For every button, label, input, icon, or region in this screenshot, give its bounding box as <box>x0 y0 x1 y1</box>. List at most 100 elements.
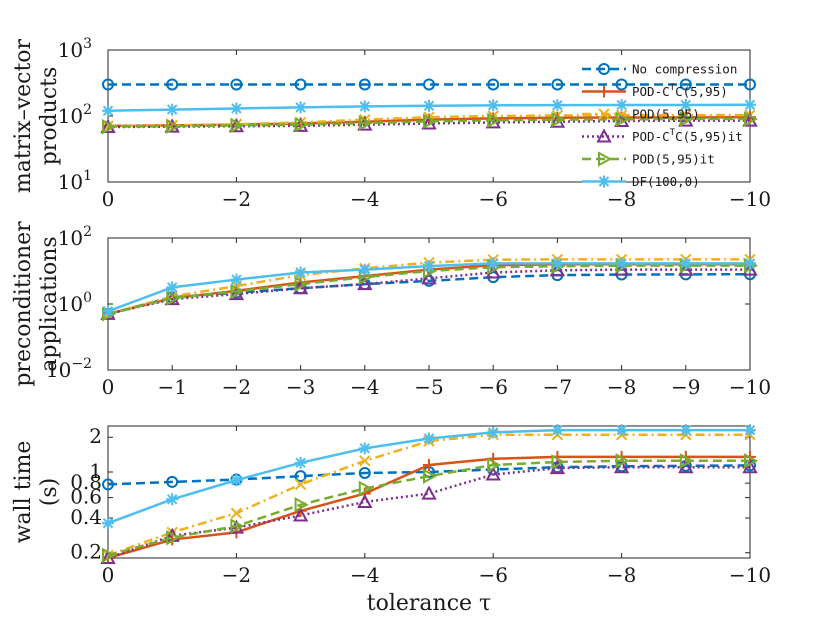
x-tick-label: −6 <box>478 187 507 211</box>
data-point <box>102 104 114 117</box>
data-point <box>166 290 181 306</box>
data-point <box>551 257 564 270</box>
data-point <box>294 101 307 114</box>
data-point <box>166 281 179 294</box>
data-point <box>742 261 758 276</box>
legend-label: POD(5,95)it <box>632 152 715 167</box>
data-point <box>744 453 759 469</box>
legend-entry-pod: POD(5,95) <box>582 107 700 122</box>
data-point <box>294 276 309 292</box>
legend-marker <box>598 175 610 188</box>
panel-preconditioner-applications: 0 −1 −2 −3 −4 −5 −6 −7 −8 −9 −10 10−2 100 102precondi… <box>11 221 771 399</box>
data-point <box>615 78 628 91</box>
series-line <box>107 272 751 316</box>
data-point <box>615 453 630 469</box>
series-line <box>107 465 750 560</box>
data-point <box>487 457 502 473</box>
data-point <box>359 455 371 467</box>
y-axis-label: preconditionerapplications <box>11 221 62 387</box>
data-point <box>744 111 759 127</box>
data-point <box>166 529 181 546</box>
data-point <box>551 99 564 112</box>
data-point <box>292 280 309 295</box>
y-axis-label: matrix–vectorproducts <box>11 38 62 193</box>
data-point <box>230 273 243 286</box>
data-point <box>166 78 179 91</box>
data-point <box>294 78 307 91</box>
x-tick-label: −2 <box>222 187 251 211</box>
x-tick-label: 0 <box>102 563 115 587</box>
data-point <box>423 468 438 484</box>
series-podit <box>102 111 759 135</box>
data-point <box>166 475 179 488</box>
data-point <box>679 111 694 127</box>
data-point <box>485 466 501 481</box>
series-df <box>102 257 756 318</box>
legend: No compression POD-CTC(5,95) POD(5,95) POD-… <box>582 62 743 189</box>
data-point <box>230 518 245 534</box>
data-point <box>487 99 500 112</box>
data-point <box>230 102 243 115</box>
data-point <box>358 480 373 497</box>
y-tick-label: 0.2 <box>70 540 102 564</box>
data-point <box>679 424 692 437</box>
x-tick-label: 0 <box>102 375 115 399</box>
y-axis-label: wall time(s) <box>11 441 62 544</box>
x-tick-label: −4 <box>350 375 379 399</box>
data-point <box>423 458 435 471</box>
series-podctit <box>100 261 758 320</box>
data-point <box>551 78 564 91</box>
data-point <box>423 113 438 130</box>
data-point <box>102 547 117 563</box>
data-point <box>615 424 628 437</box>
data-point <box>166 493 179 506</box>
y-tick-label: 0.8 <box>70 470 102 494</box>
x-tick-label: −5 <box>414 375 443 399</box>
legend-label: No compression <box>632 62 737 77</box>
data-point <box>487 112 502 129</box>
data-point <box>166 103 179 116</box>
legend-marker <box>598 108 610 120</box>
legend-label: DF(100,0) <box>632 174 700 189</box>
y-tick-label: 102 <box>58 102 92 128</box>
data-point <box>423 260 435 273</box>
data-point <box>744 98 756 111</box>
legend-entry-df: DF(100,0) <box>582 174 700 189</box>
y-tick-label: 10−2 <box>46 356 92 382</box>
plot-frame <box>107 425 751 559</box>
data-point <box>487 426 500 439</box>
series-pod <box>102 429 756 561</box>
data-point <box>230 78 243 91</box>
x-tick-label: −9 <box>671 375 700 399</box>
x-tick-label: −7 <box>543 375 572 399</box>
legend-entry-podit: POD(5,95)it <box>582 151 715 167</box>
y-tick-label: 102 <box>58 224 92 250</box>
data-point <box>423 78 435 91</box>
data-point <box>358 115 373 131</box>
x-tick-label: 0 <box>102 187 115 211</box>
y-tick-label: 0.6 <box>70 485 102 509</box>
legend-marker <box>598 63 610 75</box>
x-tick-label: −8 <box>607 563 636 587</box>
data-point <box>102 478 114 491</box>
legend-entry-podctit: POD-CTC(5,95)it <box>582 128 743 144</box>
series-line <box>107 117 750 128</box>
data-point <box>487 257 500 270</box>
legend-entry-podct: POD-CTC(5,95) <box>582 83 728 99</box>
y-tick-label: 103 <box>58 36 92 62</box>
data-point <box>421 270 437 285</box>
data-point <box>744 78 756 91</box>
x-tick-label: −4 <box>350 187 379 211</box>
y-tick-label: 100 <box>58 290 92 316</box>
series-line <box>107 433 750 557</box>
data-point <box>679 98 692 111</box>
data-point <box>358 466 371 479</box>
panel-matrix-vector-products: 0 −2 −4 −6 −8 −10 101 102 103matrix–vectorproduc… <box>11 36 771 211</box>
series-line <box>107 113 750 128</box>
data-point <box>102 517 114 530</box>
y-tick-label: 0.4 <box>70 505 102 529</box>
legend-label: POD-CTC(5,95) <box>632 83 728 99</box>
data-point <box>357 276 373 291</box>
data-point <box>294 470 307 483</box>
legend-marker <box>598 151 613 167</box>
